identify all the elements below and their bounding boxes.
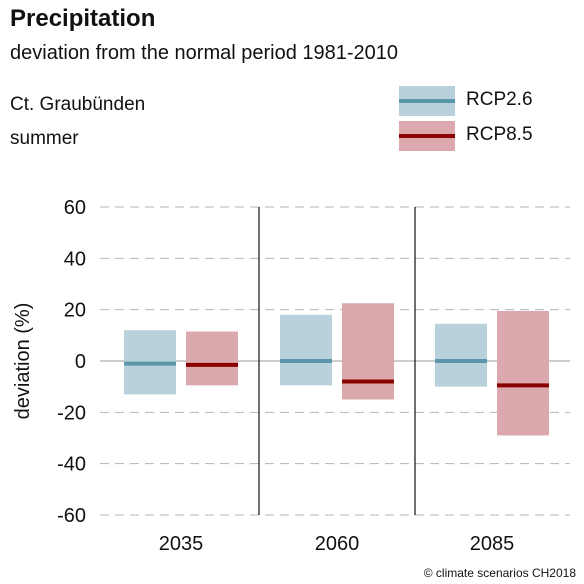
range-box-rcp26-2060 [280, 314, 332, 386]
x-tick-label: 2060 [315, 533, 360, 555]
legend-label-rcp85: RCP8.5 [466, 124, 533, 145]
y-tick-label: 60 [64, 197, 86, 219]
legend-label-rcp26: RCP2.6 [466, 89, 533, 110]
y-tick-label: -40 [57, 454, 86, 476]
chart-title: Precipitation [10, 5, 156, 32]
range-box-rcp85-2060 [342, 303, 394, 400]
chart-subtitle: deviation from the normal period 1981-20… [10, 42, 399, 64]
range-box-rcp85-2035 [186, 331, 238, 386]
range-box-rcp26-2085 [435, 323, 487, 387]
copyright-credit: © climate scenarios CH2018 [423, 566, 576, 580]
y-axis-label: deviation (%) [12, 303, 34, 420]
y-tick-label: -60 [57, 505, 86, 527]
range-box-rcp85-2085 [497, 310, 549, 436]
season-label: summer [10, 128, 79, 149]
region-label: Ct. Graubünden [10, 94, 146, 115]
y-tick-label: -20 [57, 402, 86, 424]
y-tick-label: 0 [75, 351, 86, 373]
x-tick-label: 2035 [159, 533, 204, 555]
y-tick-label: 20 [64, 300, 86, 322]
x-tick-label: 2085 [470, 533, 515, 555]
y-tick-label: 40 [64, 248, 86, 270]
